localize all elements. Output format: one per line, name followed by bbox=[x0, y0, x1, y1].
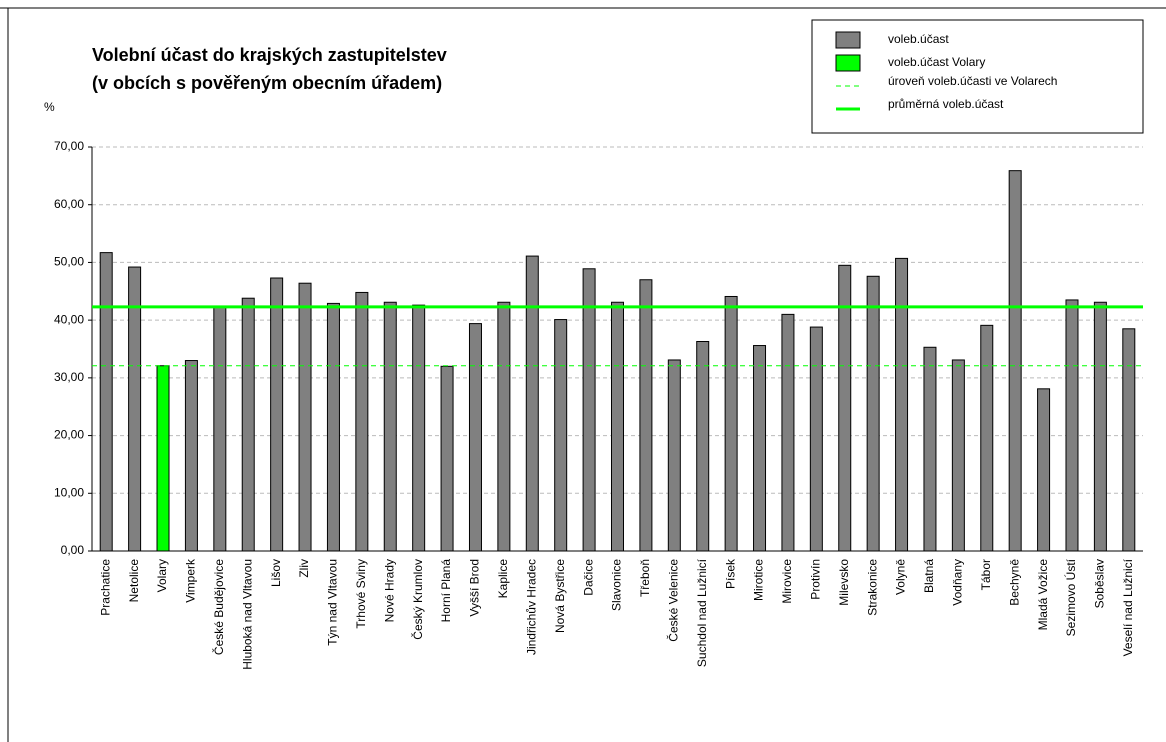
bar bbox=[1122, 328, 1136, 552]
x-tick-label: Vyšší Brod bbox=[468, 559, 482, 617]
y-tick-label: 70,00 bbox=[54, 139, 84, 153]
bar bbox=[156, 365, 170, 552]
legend bbox=[811, 19, 1144, 134]
x-tick-label: Vimperk bbox=[184, 558, 198, 603]
x-tick-label: Český Krumlov bbox=[410, 559, 425, 640]
bar bbox=[298, 282, 312, 552]
bar bbox=[809, 326, 823, 552]
x-tick-label: České Budějovice bbox=[211, 559, 226, 655]
bar bbox=[1008, 170, 1022, 552]
bar bbox=[923, 346, 937, 552]
x-tick-label: Nová Bystřice bbox=[553, 559, 567, 633]
x-tick-label: Jindřichův Hradec bbox=[524, 559, 538, 655]
bar bbox=[241, 297, 255, 552]
x-tick-label: Lišov bbox=[269, 559, 283, 587]
x-tick-label: České Velenice bbox=[665, 559, 680, 642]
bar bbox=[951, 359, 965, 552]
y-tick-label: 30,00 bbox=[54, 370, 84, 384]
y-axis-label: % bbox=[44, 100, 55, 114]
bar bbox=[667, 359, 681, 552]
bar bbox=[128, 266, 142, 552]
x-tick-label: Horní Planá bbox=[439, 559, 453, 623]
x-tick-label: Dačice bbox=[581, 559, 595, 596]
bar bbox=[440, 365, 454, 552]
bar bbox=[1065, 299, 1079, 552]
y-tick-label: 0,00 bbox=[61, 543, 85, 557]
x-tick-label: Mladá Vožice bbox=[1036, 559, 1050, 631]
bar bbox=[525, 255, 539, 552]
x-tick-label: Strakonice bbox=[865, 559, 879, 616]
x-tick-label: Milevsko bbox=[837, 559, 851, 606]
legend-swatch bbox=[835, 54, 861, 72]
bar bbox=[1093, 301, 1107, 552]
bar bbox=[753, 345, 767, 552]
bar bbox=[383, 301, 397, 552]
chart-subtitle: (v obcích s pověřeným obecním úřadem) bbox=[92, 73, 442, 93]
x-tick-label: Soběslav bbox=[1093, 559, 1107, 608]
bar bbox=[980, 324, 994, 552]
bar bbox=[895, 257, 909, 552]
bar bbox=[554, 319, 568, 552]
bar bbox=[696, 340, 710, 552]
chart-title: Volební účast do krajských zastupitelste… bbox=[92, 45, 447, 65]
x-tick-label: Bechyně bbox=[1007, 559, 1021, 606]
x-tick-label: Vodňany bbox=[951, 559, 965, 606]
y-tick-label: 10,00 bbox=[54, 485, 84, 499]
y-tick-label: 50,00 bbox=[54, 255, 84, 269]
legend-label: voleb.účast bbox=[888, 32, 949, 46]
bar bbox=[724, 295, 738, 552]
x-tick-label: Mirovice bbox=[780, 559, 794, 604]
bar bbox=[99, 252, 113, 552]
x-tick-label: Sezimovo Ústí bbox=[1063, 558, 1078, 636]
x-tick-label: Protivín bbox=[809, 559, 823, 600]
bar bbox=[611, 301, 624, 552]
x-tick-label: Volary bbox=[155, 559, 169, 592]
y-tick-label: 20,00 bbox=[54, 428, 84, 442]
x-tick-label: Třeboň bbox=[638, 559, 652, 597]
bar bbox=[184, 360, 198, 552]
x-tick-label: Zliv bbox=[297, 559, 311, 578]
bar bbox=[1037, 388, 1051, 552]
legend-label: průměrná voleb.účast bbox=[888, 97, 1004, 111]
x-tick-label: Mirotice bbox=[752, 559, 766, 601]
bar bbox=[866, 275, 880, 552]
bar bbox=[326, 302, 340, 552]
bar bbox=[355, 291, 369, 552]
x-tick-label: Volyně bbox=[894, 559, 908, 595]
x-tick-label: Netolice bbox=[127, 559, 141, 603]
legend-swatch bbox=[835, 31, 861, 49]
x-tick-label: Veselí nad Lužnicí bbox=[1121, 558, 1135, 656]
x-tick-label: Týn nad Vltavou bbox=[326, 559, 340, 646]
bar bbox=[468, 323, 482, 552]
bar bbox=[582, 268, 596, 552]
y-tick-label: 40,00 bbox=[54, 312, 84, 326]
bar bbox=[639, 279, 653, 552]
y-tick-label: 60,00 bbox=[54, 197, 84, 211]
x-tick-label: Kaplice bbox=[496, 559, 510, 599]
x-tick-label: Prachatice bbox=[98, 559, 112, 616]
bar bbox=[781, 313, 795, 552]
bar bbox=[213, 305, 227, 552]
x-tick-label: Hluboká nad Vltavou bbox=[240, 559, 254, 670]
x-tick-label: Blatná bbox=[922, 559, 936, 593]
x-tick-label: Tábor bbox=[979, 559, 993, 590]
x-tick-label: Písek bbox=[723, 558, 737, 589]
x-tick-label: Suchdol nad Lužnicí bbox=[695, 558, 709, 667]
bar bbox=[270, 277, 284, 552]
x-tick-label: Slavonice bbox=[610, 559, 624, 611]
bar bbox=[412, 304, 426, 552]
x-tick-label: Nové Hrady bbox=[382, 559, 396, 622]
x-tick-label: Trhové Sviny bbox=[354, 559, 368, 629]
legend-label: voleb.účast Volary bbox=[888, 55, 985, 69]
legend-label: úroveň voleb.účasti ve Volarech bbox=[888, 74, 1057, 88]
bar bbox=[497, 301, 511, 552]
